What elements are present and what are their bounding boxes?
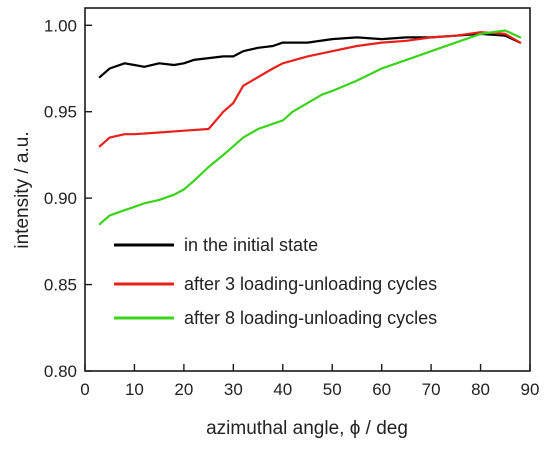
plot-frame (84, 7, 531, 372)
legend: in the initial state after 3 loading-unl… (114, 235, 437, 328)
series-line-2 (98, 29, 522, 226)
y-tick-label-0: 0.80 (44, 362, 77, 381)
series-line-1 (98, 31, 522, 148)
x-axis-label: azimuthal angle, ϕ / deg (206, 418, 408, 439)
y-tick-label-4: 1.00 (44, 16, 77, 35)
y-tick-label-3: 0.95 (44, 103, 77, 122)
legend-label-3-cycles: after 3 loading-unloading cycles (184, 274, 437, 294)
x-tick-label-6: 60 (372, 380, 391, 399)
x-tick-label-5: 50 (323, 380, 342, 399)
ticks-layer: 0 10 20 30 40 50 60 70 80 90 0.80 0.85 0.90 0.95 1.00 (44, 16, 540, 399)
series-layer (98, 29, 522, 226)
y-tick-label-2: 0.90 (44, 189, 77, 208)
y-tick-label-1: 0.85 (44, 276, 77, 295)
legend-label-8-cycles: after 8 loading-unloading cycles (184, 308, 437, 328)
x-tick-label-2: 20 (174, 380, 193, 399)
x-tick-label-7: 70 (422, 380, 441, 399)
x-tick-label-1: 10 (125, 380, 144, 399)
x-tick-label-8: 80 (471, 380, 490, 399)
x-tick-label-4: 40 (273, 380, 292, 399)
y-axis-label: intensity / a.u. (12, 131, 33, 248)
x-tick-label-0: 0 (80, 380, 89, 399)
legend-label-initial-state: in the initial state (184, 235, 318, 255)
x-tick-label-9: 90 (521, 380, 540, 399)
x-tick-label-3: 30 (224, 380, 243, 399)
